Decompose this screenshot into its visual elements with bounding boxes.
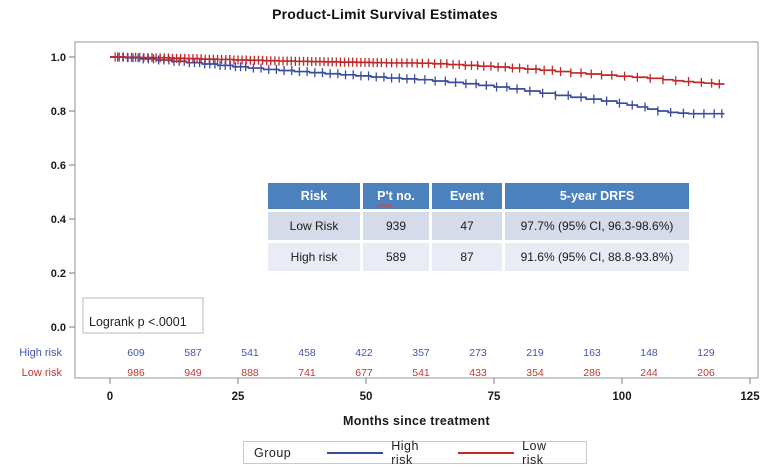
chart-title: Product-Limit Survival Estimates: [272, 6, 498, 22]
y-axis-tick-label: 0.8: [51, 106, 66, 118]
at-risk-count-high-risk: 148: [640, 347, 658, 359]
at-risk-count-low-risk: 888: [241, 367, 259, 379]
at-risk-count-high-risk: 458: [298, 347, 316, 359]
misspelled-word: P't: [377, 189, 393, 203]
at-risk-count-high-risk: 357: [412, 347, 430, 359]
logrank-text: Logrank p <.0001: [89, 315, 187, 329]
x-axis-tick-label: 50: [360, 391, 373, 403]
legend: Group High risk Low risk: [243, 438, 587, 467]
x-axis-tick-label: 75: [488, 391, 501, 403]
cell-pt-no: 589: [363, 243, 429, 271]
at-risk-row-label-low-risk: Low risk: [22, 367, 63, 379]
legend-line-high-risk: [327, 451, 384, 454]
y-axis-tick-label: 0.6: [51, 160, 66, 172]
legend-line-low-risk: [458, 451, 515, 454]
at-risk-count-high-risk: 129: [697, 347, 715, 359]
cell-event: 47: [432, 212, 502, 240]
cell-pt-no: 939: [363, 212, 429, 240]
at-risk-count-low-risk: 677: [355, 367, 373, 379]
cell-risk: Low Risk: [268, 212, 360, 240]
cell-drfs: 97.7% (95% CI, 96.3-98.6%): [505, 212, 689, 240]
at-risk-count-high-risk: 163: [583, 347, 601, 359]
x-axis-title: Months since treatment: [343, 414, 490, 428]
legend-label-high-risk: High risk: [391, 438, 419, 467]
at-risk-row-label-high-risk: High risk: [19, 347, 62, 359]
y-axis-tick-label: 0.0: [51, 322, 66, 334]
logrank-annotation-box: Logrank p <.0001: [82, 297, 204, 334]
y-axis-tick-label: 1.0: [51, 52, 66, 64]
x-axis-tick-label: 100: [612, 391, 631, 403]
x-axis-tick-label: 25: [232, 391, 245, 403]
legend-label-low-risk: Low risk: [522, 438, 547, 467]
cell-event: 87: [432, 243, 502, 271]
results-header-pt-no: P't no.: [363, 183, 429, 209]
cell-drfs: 91.6% (95% CI, 88.8-93.8%): [505, 243, 689, 271]
pt-no-rest: no.: [392, 189, 415, 203]
results-header-risk: Risk: [268, 183, 360, 209]
at-risk-count-high-risk: 609: [127, 347, 145, 359]
at-risk-count-low-risk: 741: [298, 367, 316, 379]
results-table: Risk P't no. Event 5-year DRFS Low Risk …: [265, 180, 692, 274]
at-risk-count-high-risk: 422: [355, 347, 373, 359]
results-table-header-row: Risk P't no. Event 5-year DRFS: [268, 183, 689, 209]
at-risk-count-low-risk: 949: [184, 367, 202, 379]
at-risk-count-high-risk: 587: [184, 347, 202, 359]
legend-title: Group: [254, 445, 292, 460]
at-risk-count-low-risk: 286: [583, 367, 601, 379]
x-axis-tick-label: 125: [740, 391, 760, 403]
at-risk-count-low-risk: 354: [526, 367, 544, 379]
x-axis-tick-label: 0: [107, 391, 113, 403]
at-risk-count-low-risk: 206: [697, 367, 715, 379]
at-risk-count-low-risk: 541: [412, 367, 430, 379]
results-row-low-risk: Low Risk 939 47 97.7% (95% CI, 96.3-98.6…: [268, 212, 689, 240]
y-axis-tick-label: 0.4: [51, 214, 67, 226]
cell-risk: High risk: [268, 243, 360, 271]
results-row-high-risk: High risk 589 87 91.6% (95% CI, 88.8-93.…: [268, 243, 689, 271]
at-risk-count-low-risk: 986: [127, 367, 145, 379]
at-risk-count-low-risk: 433: [469, 367, 487, 379]
results-header-drfs: 5-year DRFS: [505, 183, 689, 209]
at-risk-count-high-risk: 219: [526, 347, 544, 359]
at-risk-count-high-risk: 541: [241, 347, 259, 359]
at-risk-count-high-risk: 273: [469, 347, 487, 359]
results-header-event: Event: [432, 183, 502, 209]
plot-frame: [74, 41, 759, 379]
y-axis-tick-label: 0.2: [51, 268, 66, 280]
at-risk-count-low-risk: 244: [640, 367, 658, 379]
